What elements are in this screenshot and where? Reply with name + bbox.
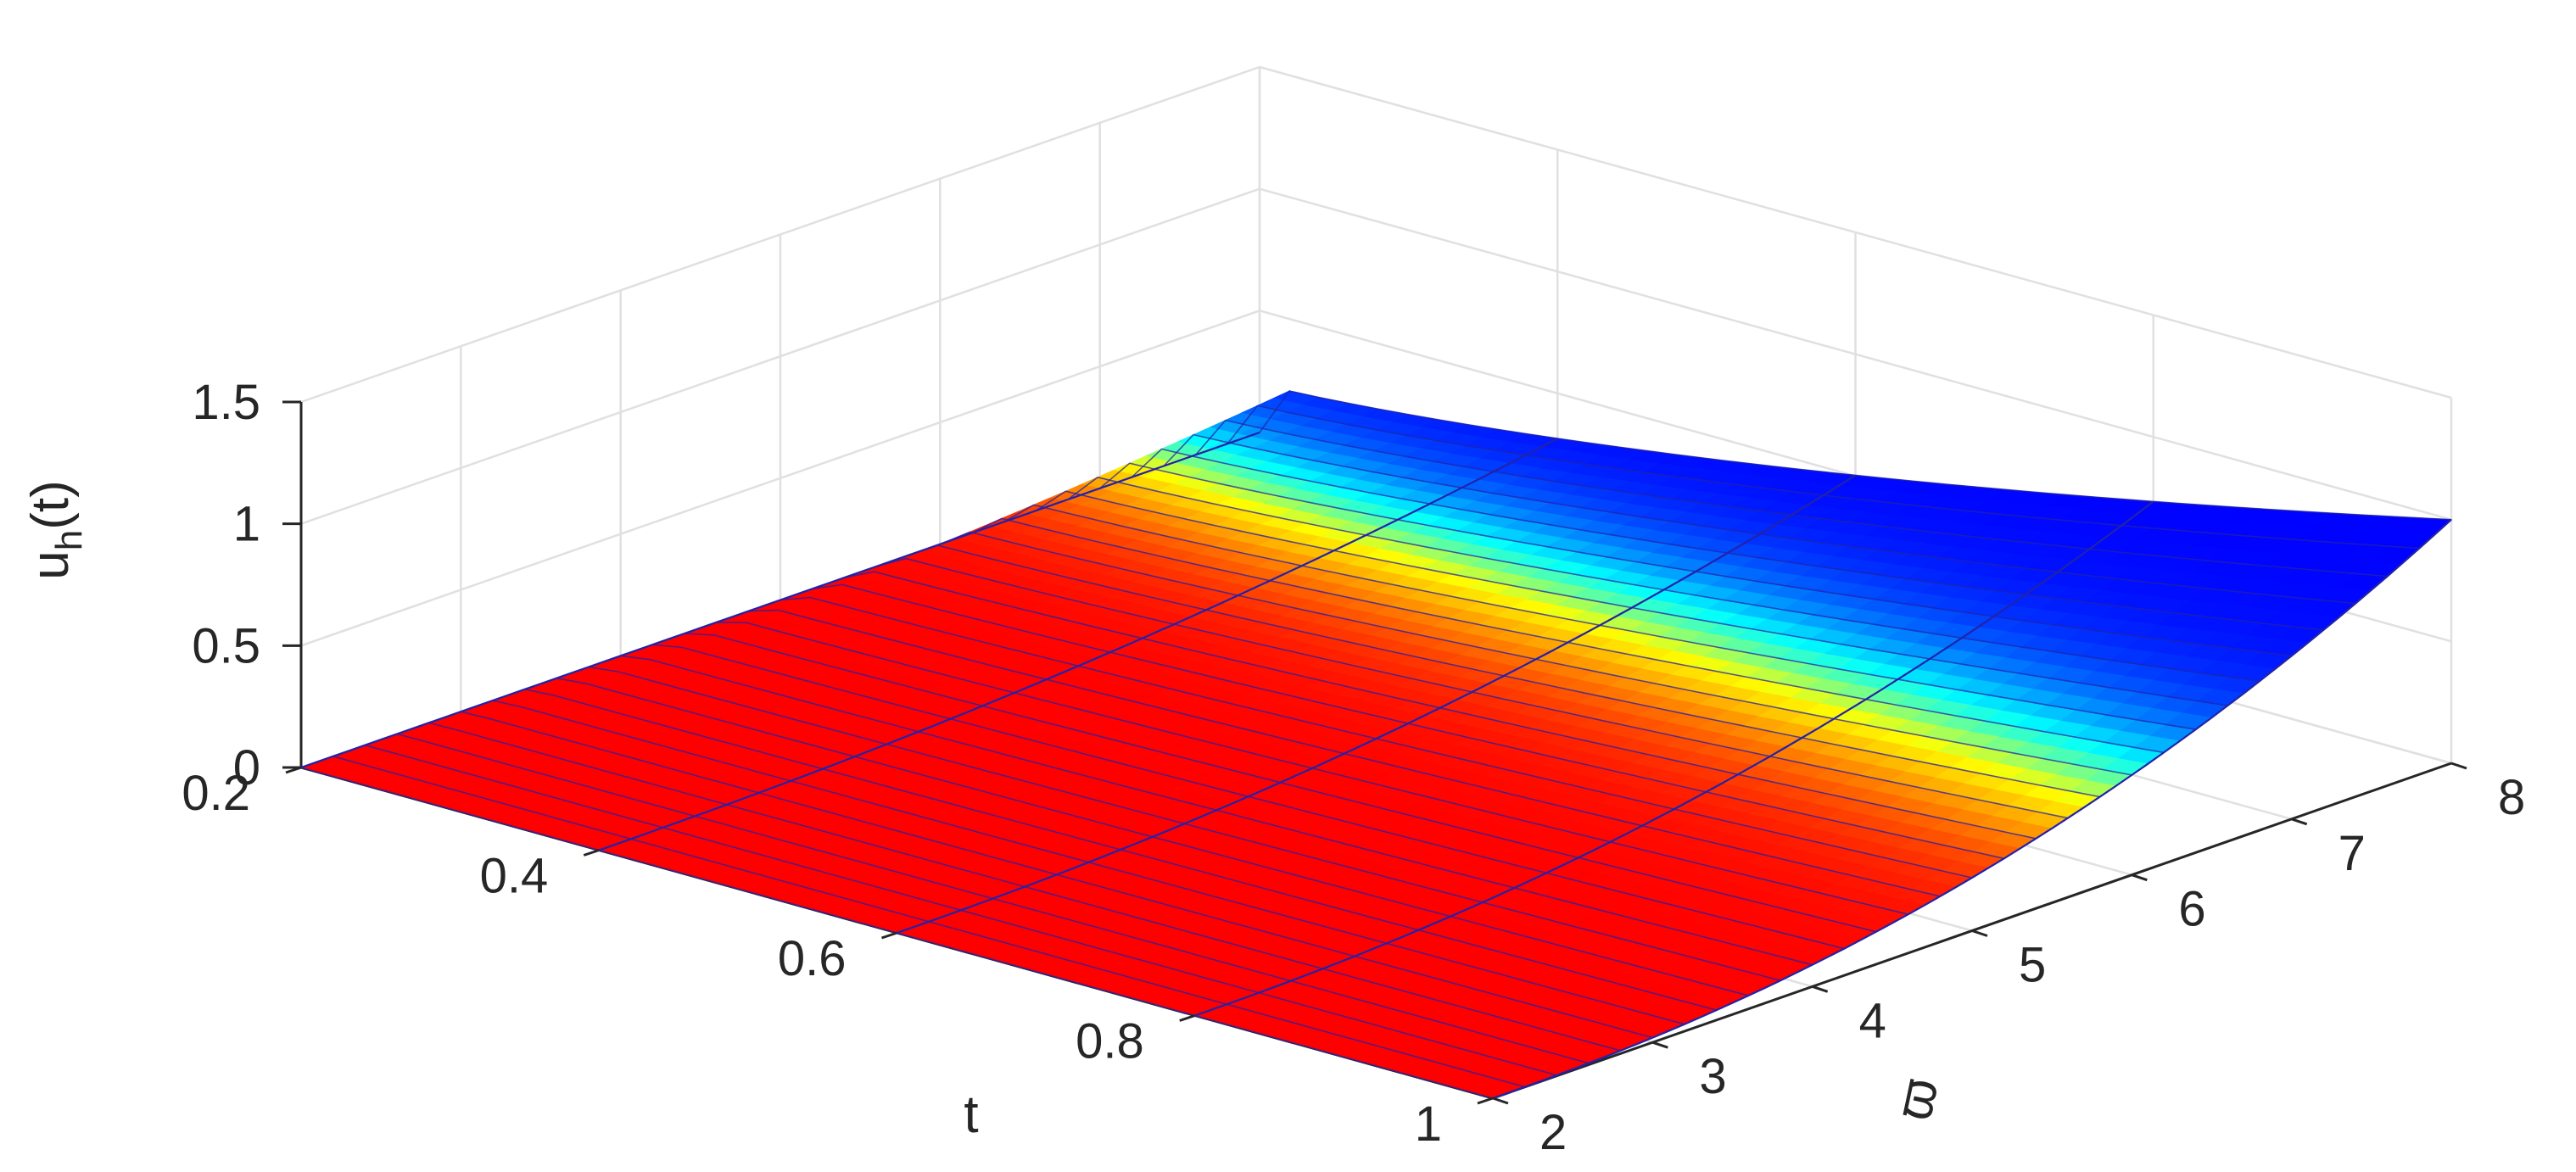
x-tick-label: 1 (1415, 1097, 1442, 1152)
mesh-line-t (897, 474, 1857, 935)
x-tick-label: 0.8 (1076, 1014, 1144, 1069)
mesh-line-t (300, 431, 1260, 769)
x-tick-mark (881, 931, 897, 940)
x-tick-label: 0.2 (182, 766, 250, 821)
gridline-back-left-u (300, 310, 1260, 647)
y-tick-label: 5 (2019, 938, 2046, 993)
z-tick-label: 1 (233, 497, 260, 552)
y-tick-mark (1492, 1097, 1509, 1105)
y-tick-label: 3 (1699, 1049, 1726, 1104)
x-axis-label: t (964, 1085, 978, 1144)
gridline-back-left-u (300, 65, 1260, 404)
y-tick-mark (1651, 1041, 1668, 1049)
y-tick-mark (2131, 873, 2148, 882)
y-tick-mark (1812, 985, 1829, 993)
x-tick-mark (1477, 1097, 1494, 1105)
mesh-line-t (1492, 518, 2452, 1100)
axis-ticks: 0.2 0.4 0.6 0.8 1 2 3 4 5 6 7 8 0 0.5 1 1.5 (182, 375, 2525, 1160)
z-axis-label-base: u (21, 550, 80, 579)
y-tick-label: 8 (2498, 770, 2525, 825)
z-tick-label: 0 (233, 740, 260, 795)
y-tick-mark (2450, 762, 2467, 770)
gridline-back-left-u (300, 187, 1260, 525)
z-axis-label-suffix: (t) (21, 480, 80, 530)
gridline-back-right-u (1259, 65, 2452, 399)
y-axis-label: ϖ (1884, 1073, 1950, 1125)
surface (299, 390, 2452, 1100)
y-tick-mark (1971, 929, 1988, 937)
y-tick-mark (2291, 818, 2308, 826)
x-tick-mark (1179, 1014, 1196, 1022)
x-tick-label: 0.6 (778, 931, 847, 986)
z-axis-label: uh(t) (21, 480, 90, 580)
y-tick-label: 6 (2178, 882, 2205, 937)
y-tick-label: 2 (1539, 1105, 1567, 1160)
z-tick-label: 1.5 (192, 375, 260, 430)
x-tick-mark (583, 849, 600, 857)
y-tick-label: 4 (1859, 993, 1886, 1048)
mesh-line-t (1194, 500, 2154, 1017)
x-tick-label: 0.4 (480, 849, 549, 904)
gridline-back-right-u (1259, 187, 2452, 521)
mesh-line-t (598, 438, 1558, 851)
z-axis-label-subscript: h (48, 530, 90, 550)
y-tick-label: 7 (2339, 826, 2366, 881)
svg-text:uh(t): uh(t) (21, 480, 90, 580)
z-tick-label: 0.5 (192, 618, 260, 673)
